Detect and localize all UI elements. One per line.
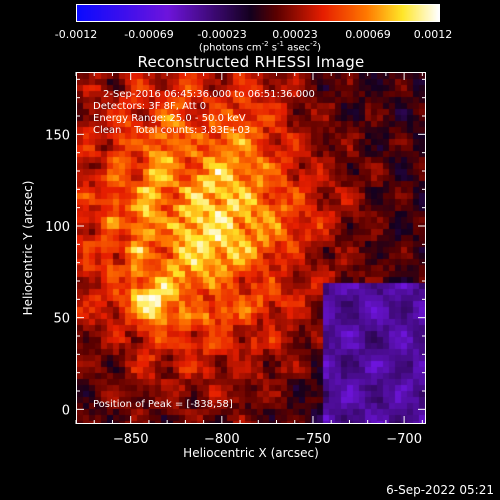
colorbar-tick: -0.00023 [197, 28, 247, 41]
colorbar-tick: 0.00069 [345, 28, 391, 41]
x-tick-label: −750 [295, 432, 331, 447]
chart-title: Reconstructed RHESSI Image [137, 53, 365, 71]
x-tick-label: −800 [204, 432, 240, 447]
colorbar-tick: 0.00023 [272, 28, 318, 41]
annotation-method-counts: Clean Total counts: 3.83E+03 [93, 125, 251, 136]
y-tick-label: 100 [45, 220, 70, 235]
y-tick-label: 0 [62, 403, 70, 418]
colorbar [76, 4, 440, 22]
annotation-peak-position: Position of Peak = [-838,58] [93, 399, 233, 410]
y-tick-label: 150 [45, 128, 70, 143]
annotation-detectors: Detectors: 3F 8F, Att 0 [93, 101, 207, 112]
y-axis-label: Heliocentric Y (arcsec) [21, 180, 35, 316]
colorbar-tick: -0.00069 [124, 28, 174, 41]
x-axis-label: Heliocentric X (arcsec) [183, 446, 319, 460]
x-tick-label: −850 [113, 432, 149, 447]
plot-timestamp: 6-Sep-2022 05:21 [386, 483, 494, 497]
annotation-energy-range: Energy Range: 25.0 - 50.0 keV [93, 113, 246, 124]
x-tick-label: −700 [386, 432, 422, 447]
colorbar-tick: 0.0012 [413, 28, 453, 41]
plot-area: 2-Sep-2016 06:45:36.000 to 06:51:36.000 … [76, 72, 426, 424]
heatmap-image [77, 73, 425, 423]
colorbar-units: (photons cm-2 s-1 asec-2) [198, 40, 322, 54]
colorbar-tick: -0.0012 [54, 28, 98, 41]
y-tick-label: 50 [53, 312, 70, 327]
annotation-time-range: 2-Sep-2016 06:45:36.000 to 06:51:36.000 [103, 89, 315, 100]
